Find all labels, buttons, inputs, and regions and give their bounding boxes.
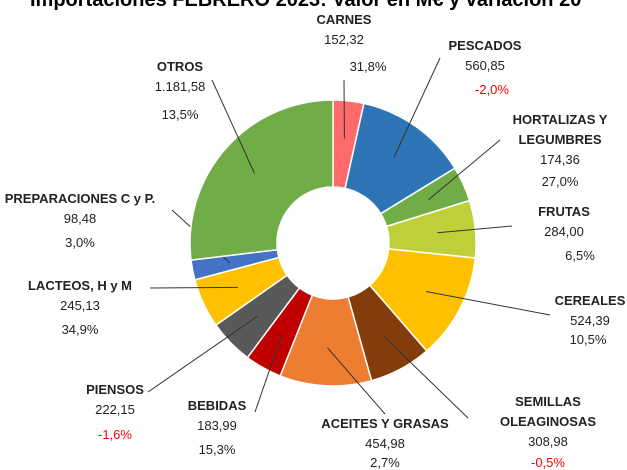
category-label: CARNES: [316, 12, 372, 27]
value-label: 183,99: [197, 418, 237, 433]
category-label: CEREALES: [554, 293, 626, 308]
value-label: 560,85: [465, 58, 505, 73]
category-label: PREPARACIONES C y P.: [4, 191, 156, 206]
variation-label: 15,3%: [198, 442, 236, 457]
value-label: 524,39: [570, 313, 610, 328]
category-label: ACEITES Y GRASAS: [321, 416, 449, 431]
value-label: 308,98: [528, 434, 568, 449]
category-label: BEBIDAS: [187, 398, 247, 413]
variation-label: 27,0%: [541, 174, 579, 189]
value-label: 174,36: [540, 152, 580, 167]
variation-label: 2,7%: [370, 455, 400, 470]
leader-line: [254, 334, 283, 413]
category-label: SEMILLAS OLEAGINOSAS: [499, 394, 597, 429]
category-label: HORTALIZAS Y LEGUMBRES: [512, 112, 608, 147]
variation-label: 31,8%: [349, 59, 387, 74]
category-label: LACTEOS, H y M: [27, 278, 133, 293]
leader-line: [426, 291, 551, 316]
chart-title: Importaciones FEBRERO 2023: Valor en M€ …: [30, 0, 582, 11]
leader-line: [382, 335, 469, 419]
value-label: 222,15: [95, 402, 135, 417]
value-label: 245,13: [60, 298, 100, 313]
leader-line: [147, 315, 258, 393]
variation-label: 10,5%: [569, 332, 607, 347]
category-label: OTROS: [156, 59, 204, 74]
leader-line: [149, 286, 238, 289]
value-label: 454,98: [365, 436, 405, 451]
variation-label: 3,0%: [65, 235, 95, 250]
variation-label: -2,0%: [475, 82, 509, 97]
variation-label: -1,6%: [98, 427, 132, 442]
leader-line: [437, 225, 513, 234]
variation-label: 13,5%: [161, 107, 199, 122]
leader-line: [327, 347, 386, 415]
value-label: 152,32: [324, 32, 364, 47]
leader-line: [211, 79, 255, 174]
leader-line: [428, 139, 501, 201]
value-label: 284,00: [544, 224, 584, 239]
category-label: PIENSOS: [86, 382, 144, 397]
value-label: 1.181,58: [154, 79, 206, 94]
leader-line: [393, 57, 441, 158]
variation-label: 34,9%: [61, 322, 99, 337]
category-label: FRUTAS: [538, 204, 590, 219]
donut-slice: [189, 99, 334, 261]
value-label: 98,48: [63, 211, 97, 226]
variation-label: 6,5%: [565, 248, 595, 263]
variation-label: -0,5%: [531, 455, 565, 470]
category-label: PESCADOS: [448, 38, 522, 53]
